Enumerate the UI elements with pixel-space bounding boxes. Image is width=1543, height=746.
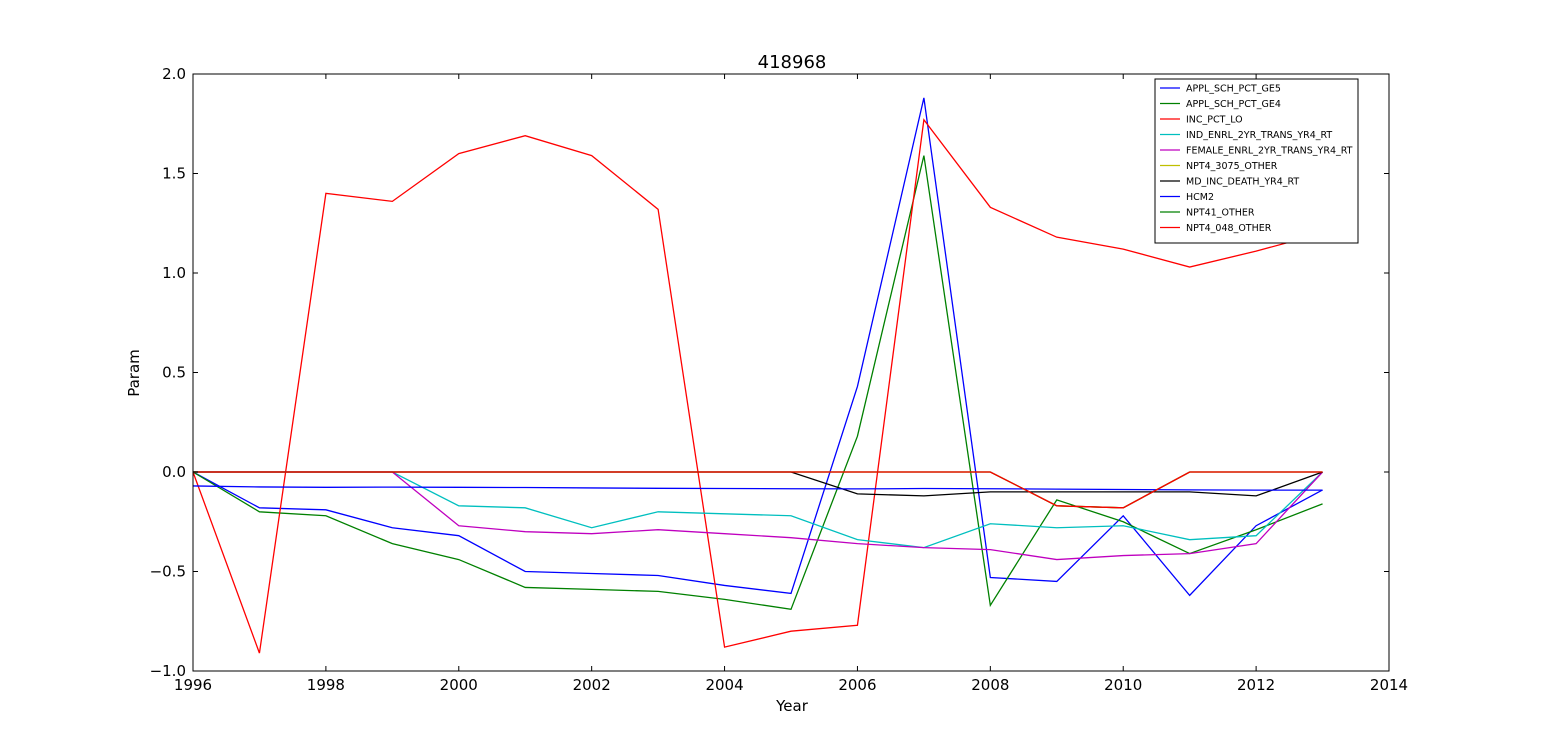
x-tick-label-1: 1998: [307, 676, 345, 694]
y-tick-label-4: 1.0: [162, 264, 186, 282]
legend-label-8: NPT41_OTHER: [1186, 208, 1255, 219]
x-tick-label-9: 2014: [1370, 676, 1408, 694]
legend-label-5: NPT4_3075_OTHER: [1186, 161, 1278, 172]
legend-label-9: NPT4_048_OTHER: [1186, 223, 1272, 234]
x-tick-label-8: 2012: [1237, 676, 1275, 694]
x-tick-label-7: 2010: [1104, 676, 1142, 694]
legend-label-1: APPL_SCH_PCT_GE4: [1186, 99, 1281, 110]
legend-label-2: INC_PCT_LO: [1186, 115, 1243, 126]
x-tick-label-0: 1996: [174, 676, 212, 694]
x-tick-label-3: 2002: [573, 676, 611, 694]
x-tick-label-4: 2004: [705, 676, 743, 694]
x-tick-label-6: 2008: [971, 676, 1009, 694]
series-layer: [192, 97, 1324, 654]
series-line-0: [192, 97, 1323, 597]
series-line-1: [192, 155, 1323, 611]
x-tick-label-2: 2000: [440, 676, 478, 694]
y-tick-label-2: 0.0: [162, 463, 186, 481]
series-line-7: [192, 485, 1323, 491]
legend-label-4: FEMALE_ENRL_2YR_TRANS_YR4_RT: [1186, 146, 1353, 157]
ticks-layer: 1996 1998 2000 2002 2004 2006 2008 2010 2012 2014…: [150, 65, 1409, 694]
x-axis-title: Year: [775, 697, 809, 715]
y-tick-label-0: −1.0: [150, 662, 186, 680]
y-tick-label-5: 1.5: [162, 165, 186, 183]
y-tick-label-3: 0.5: [162, 364, 186, 382]
legend-label-3: IND_ENRL_2YR_TRANS_YR4_RT: [1186, 130, 1332, 141]
series-line-9: [193, 471, 1323, 509]
x-tick-label-5: 2006: [838, 676, 876, 694]
legend-label-6: MD_INC_DEATH_YR4_RT: [1186, 177, 1299, 188]
legend-box: [1154, 78, 1359, 244]
legend-label-7: HCM2: [1186, 192, 1214, 203]
y-tick-label-1: −0.5: [150, 563, 186, 581]
chart-title: 418968: [758, 52, 827, 73]
y-axis-title: Param: [125, 349, 143, 397]
y-tick-label-6: 2.0: [162, 65, 186, 83]
series-line-2: [192, 118, 1323, 654]
legend-label-0: APPL_SCH_PCT_GE5: [1186, 84, 1281, 95]
legend: APPL_SCH_PCT_GE5 APPL_SCH_PCT_GE4 INC_PCT_…: [1154, 78, 1359, 244]
series-line-4: [193, 471, 1324, 561]
